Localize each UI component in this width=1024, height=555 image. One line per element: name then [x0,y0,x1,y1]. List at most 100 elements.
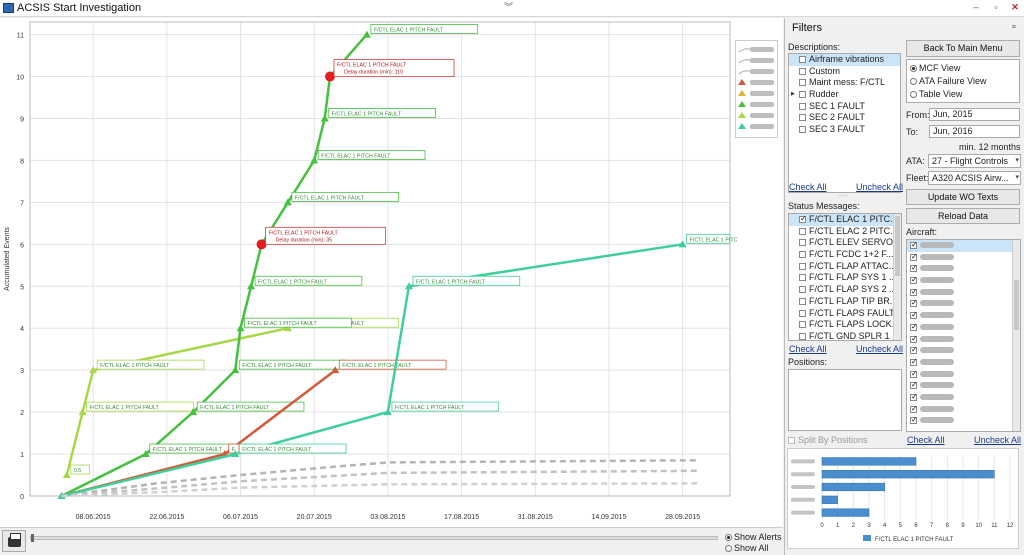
checkbox-icon[interactable] [910,252,918,262]
aircraft-item[interactable] [907,357,1020,369]
checkbox-icon[interactable] [799,91,806,99]
back-to-main-menu-button[interactable]: Back To Main Menu [906,40,1020,57]
aircraft-item[interactable] [907,392,1020,404]
chevron-down-icon[interactable]: ▾ [1015,157,1019,164]
checkbox-icon[interactable] [799,321,806,329]
checkbox-icon[interactable] [910,392,918,403]
pin-icon[interactable]: ¤ [1012,24,1016,31]
fleet-select[interactable]: A320 ACSIS Airw... ▾ [928,171,1021,185]
aircraft-item[interactable] [907,415,1020,427]
show-all-radio[interactable]: Show All [725,543,769,553]
radio-icon[interactable] [725,534,732,541]
aircraft-uncheck-all[interactable]: Uncheck All [974,435,1022,445]
view-radio[interactable]: ATA Failure View [910,76,987,86]
aircraft-item[interactable] [907,240,1020,252]
checkbox-icon[interactable] [799,79,806,87]
checkbox-icon[interactable] [910,263,918,274]
checkbox-icon[interactable] [910,334,918,344]
checkbox-icon[interactable] [799,126,806,134]
aircraft-item[interactable] [907,275,1020,287]
descriptions-list[interactable]: Airframe vibrations Custom Maint mess: F/C… [788,53,901,193]
list-item[interactable]: Custom [789,66,900,78]
show-alerts-radio[interactable]: Show Alerts [725,532,782,542]
checkbox-icon[interactable] [799,309,806,317]
timeline-scroll-thumb[interactable] [31,534,34,542]
checkbox-icon[interactable] [910,345,918,356]
radio-icon[interactable] [910,91,917,98]
checkbox-icon[interactable] [910,298,918,309]
accumulated-events-chart[interactable]: 0 1 2 3 4 5 6 7 8 9 10 11 08.06.2015 22.06.2015 06.07.… [0,18,783,528]
checkbox-icon[interactable] [799,67,806,75]
radio-icon[interactable] [725,545,732,552]
list-item[interactable]: F/CTL FLAP SYS 1 ... [789,272,901,284]
aircraft-check-all[interactable]: Check All [907,435,945,445]
ata-select[interactable]: 27 - Flight Controls ▾ [928,154,1021,168]
splitter-handle[interactable]: ····· [838,193,848,199]
checkbox-icon[interactable] [788,437,795,444]
from-date-field[interactable]: Jun, 2015 [929,108,1020,121]
checkbox-icon[interactable] [799,297,806,305]
checkbox-icon[interactable] [799,274,806,282]
split-by-positions-checkbox[interactable]: Split By Positions [788,435,868,445]
checkbox-icon[interactable] [910,415,918,426]
status-check-all[interactable]: Check All [789,344,827,354]
checkbox-icon[interactable] [910,310,918,321]
checkbox-icon[interactable] [910,287,918,297]
checkbox-icon[interactable] [799,214,807,225]
checkbox-icon[interactable] [910,404,918,414]
aircraft-item[interactable] [907,404,1020,416]
list-item[interactable]: F/CTL FCDC 1+2 F... [789,249,901,261]
aircraft-item[interactable] [907,252,1020,264]
list-item[interactable]: F/CTL ELAC 2 PITC... [789,226,901,238]
list-item[interactable]: F/CTL ELEV SERVO... [789,237,901,249]
checkbox-icon[interactable] [910,322,918,333]
chevron-down-icon[interactable]: ▾ [1015,174,1019,181]
positions-list[interactable] [788,369,902,431]
status-messages-list[interactable]: F/CTL ELAC 1 PITC...F/CTL ELAC 2 PITC...… [788,213,902,341]
close-icon[interactable]: ✕ [1011,2,1019,12]
checkbox-icon[interactable] [799,239,806,247]
aircraft-item[interactable] [907,369,1020,381]
status-scrollbar[interactable] [893,214,901,340]
checkbox-icon[interactable] [910,240,918,251]
aircraft-list[interactable] [906,239,1021,432]
status-uncheck-all[interactable]: Uncheck All [856,344,904,354]
chart-canvas[interactable]: 0 1 2 3 4 5 6 7 8 9 10 11 08.06.2015 22.06.2015 06.07.… [0,18,783,528]
descriptions-check-all[interactable]: Check All [789,182,827,192]
checkbox-icon[interactable] [799,114,806,122]
checkbox-icon[interactable] [910,275,918,286]
checkbox-icon[interactable] [799,102,806,110]
list-item[interactable]: F/CTL FLAP ATTAC... [789,261,901,273]
aircraft-scroll-thumb[interactable] [1014,280,1019,330]
checkbox-icon[interactable] [910,357,918,368]
checkbox-icon[interactable] [799,262,806,270]
restore-icon[interactable]: ▫ [994,2,998,12]
list-item[interactable]: F/CTL FLAP SYS 2 ... [789,284,901,296]
aircraft-item[interactable] [907,322,1020,334]
checkbox-icon[interactable] [799,286,806,294]
checkbox-icon[interactable] [910,369,918,379]
aircraft-scrollbar[interactable] [1012,240,1020,431]
minimize-icon[interactable]: – [973,2,979,12]
list-item[interactable]: SEC 2 FAULT [789,112,900,124]
radio-icon[interactable] [910,78,917,85]
aircraft-item[interactable] [907,263,1020,275]
list-item[interactable]: F/CTL ELAC 1 PITC... [789,214,901,226]
list-item[interactable]: SEC 1 FAULT [789,101,900,113]
update-wo-texts-button[interactable]: Update WO Texts [906,189,1020,205]
status-scroll-thumb[interactable] [895,216,900,276]
list-item[interactable]: F/CTL GND SPLR 1 ... [789,331,901,340]
checkbox-icon[interactable] [799,56,806,63]
checkbox-icon[interactable] [910,380,918,391]
view-radio[interactable]: MCF View [910,63,960,73]
list-item[interactable]: F/CTL FLAPS LOCK... [789,319,901,331]
radio-icon[interactable] [910,65,917,72]
aircraft-item[interactable] [907,287,1020,299]
aircraft-item[interactable] [907,334,1020,346]
aircraft-item[interactable] [907,345,1020,357]
aircraft-item[interactable] [907,310,1020,322]
list-item[interactable]: F/CTL FLAP TIP BR... [789,296,901,308]
aircraft-item[interactable] [907,298,1020,310]
list-item[interactable]: Maint mess: F/CTL [789,77,900,89]
checkbox-icon[interactable] [799,251,806,259]
